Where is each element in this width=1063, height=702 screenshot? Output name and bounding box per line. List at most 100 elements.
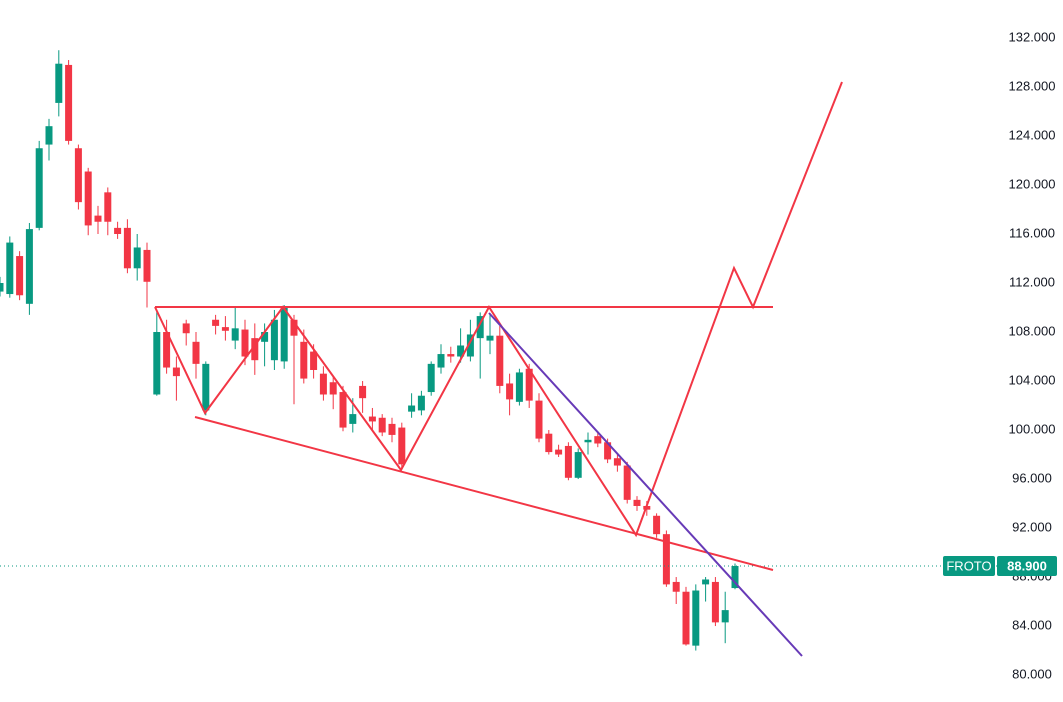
y-tick-label: 112.000 — [1009, 274, 1055, 289]
y-tick-label: 132.000 — [1009, 29, 1056, 44]
y-tick-label: 108.000 — [1009, 323, 1056, 338]
candle-body — [378, 417, 386, 433]
pattern-drawings — [154, 81, 843, 657]
candle-body — [486, 335, 494, 341]
candle-body — [55, 63, 63, 103]
candle-body — [45, 126, 53, 145]
price-axis: 80.00084.00088.00092.00096.000100.000104… — [1009, 29, 1056, 681]
symbol-badge — [943, 556, 995, 577]
candle-body — [388, 423, 396, 435]
candle-body — [25, 229, 33, 304]
candle-body — [339, 392, 347, 428]
candle-body — [457, 345, 465, 357]
last-price-badge: FROTO 88.900 — [943, 556, 1057, 577]
plot-area — [0, 50, 1000, 651]
candle-body — [682, 591, 690, 645]
candle-body — [359, 385, 367, 399]
candle-body — [300, 341, 308, 379]
candle-body — [496, 335, 504, 386]
candle-body — [221, 327, 229, 331]
candle-body — [506, 383, 514, 400]
candle-body — [329, 382, 337, 395]
candle-body — [133, 247, 141, 269]
candle-body — [153, 332, 161, 395]
candle-body — [261, 332, 269, 342]
descending-support — [194, 416, 774, 571]
candle-body — [711, 581, 719, 623]
candle-body — [241, 329, 249, 357]
candle-body — [564, 445, 572, 478]
y-tick-label: 92.000 — [1012, 519, 1052, 534]
candle-body — [623, 465, 631, 500]
candle-body — [163, 332, 171, 368]
candle-body — [476, 316, 484, 339]
candle-body — [545, 433, 553, 453]
candle-body — [437, 354, 445, 368]
y-tick-label: 104.000 — [1009, 372, 1056, 387]
candle-body — [192, 341, 200, 364]
candle-body — [84, 171, 92, 226]
candle-body — [251, 338, 259, 361]
zigzag-path — [154, 81, 843, 538]
candle-body — [280, 307, 288, 362]
candle-body — [0, 283, 4, 292]
candle-body — [104, 192, 112, 222]
candle-body — [231, 328, 239, 341]
candle-body — [417, 395, 425, 411]
y-tick-label: 84.000 — [1012, 617, 1052, 632]
candle-body — [633, 499, 641, 506]
y-tick-label: 124.000 — [1009, 127, 1056, 142]
candle-body — [310, 351, 318, 370]
y-tick-label: 96.000 — [1012, 470, 1052, 485]
candle-body — [653, 515, 661, 535]
candle-body — [408, 405, 416, 412]
candle-body — [447, 354, 455, 357]
candle-body — [114, 227, 122, 234]
candle-body — [368, 416, 376, 422]
candle-body — [555, 449, 563, 455]
downtrend-line — [488, 312, 803, 657]
candle-body — [574, 452, 582, 478]
candle-body — [525, 368, 533, 401]
y-tick-label: 120.000 — [1009, 176, 1056, 191]
candle-body — [672, 581, 680, 592]
y-tick-label: 100.000 — [1009, 421, 1056, 436]
candle-body — [731, 566, 739, 589]
candle-body — [35, 148, 43, 228]
candle-body — [74, 148, 82, 203]
candle-body — [202, 363, 210, 411]
candle-body — [613, 458, 621, 466]
candle-body — [535, 400, 543, 439]
y-tick-label: 80.000 — [1012, 666, 1052, 681]
candle-body — [270, 319, 278, 361]
candle-body — [349, 414, 357, 424]
candle-body — [6, 242, 14, 295]
candle-body — [143, 249, 151, 282]
candle-body — [123, 227, 131, 269]
symbol-label: FROTO — [946, 558, 991, 573]
candle-body — [466, 334, 474, 357]
y-tick-label: 116.000 — [1009, 225, 1055, 240]
candle-body — [702, 579, 710, 585]
candle-body — [662, 534, 670, 585]
candle-body — [604, 442, 612, 460]
candle-body — [16, 256, 24, 296]
candle-body — [594, 436, 602, 444]
candle-body — [427, 363, 435, 393]
y-tick-label: 128.000 — [1009, 78, 1056, 93]
candle-body — [319, 373, 327, 395]
candle-body — [692, 590, 700, 646]
candle-body — [182, 323, 190, 334]
candle-body — [172, 367, 180, 377]
candle-body — [515, 372, 523, 402]
last-price-label: 88.900 — [1007, 558, 1047, 573]
candle-body — [721, 610, 729, 623]
candle-body — [212, 319, 220, 326]
candle-body — [290, 319, 298, 336]
candle-body — [584, 439, 592, 443]
price-badge — [997, 556, 1057, 577]
candle-body — [398, 427, 406, 465]
candle-body — [94, 215, 102, 222]
